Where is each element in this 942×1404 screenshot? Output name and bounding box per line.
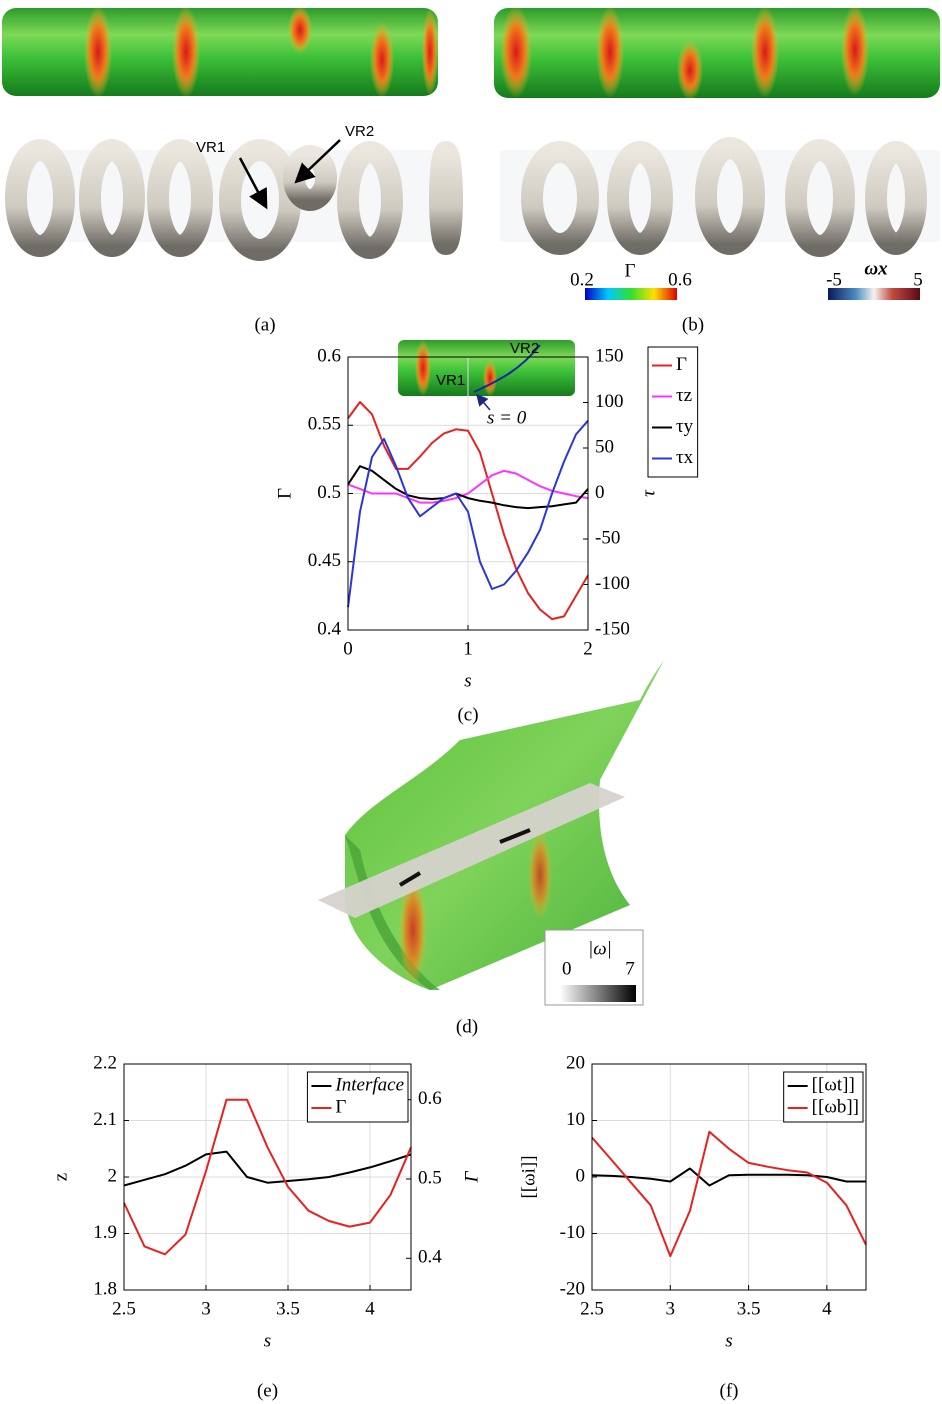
colorbar-label: 5	[913, 269, 923, 290]
y-tick-label: 0	[576, 1165, 586, 1186]
series-line	[347, 420, 589, 608]
colorbar-title: ωx	[864, 258, 888, 279]
legend-box	[647, 346, 699, 478]
y2-tick-label: -50	[595, 527, 620, 548]
y2-axis-label: Γ	[461, 1170, 482, 1183]
y2-axis-label: τ	[638, 489, 659, 497]
colorbar-label: 7	[625, 958, 635, 979]
colorbar-label: -5	[826, 269, 842, 290]
y-tick-label: 0.4	[317, 618, 341, 639]
legend-label: Interface	[334, 1074, 404, 1095]
colorbar-title: Γ	[625, 260, 636, 281]
caption: (d)	[456, 1016, 478, 1037]
legend-label: [[ωb]]	[812, 1096, 859, 1117]
panel-a-vortices	[5, 139, 463, 261]
plot-frame	[591, 1063, 867, 1291]
panel-b-vortices	[500, 137, 940, 257]
y2-tick-label: 0	[595, 482, 605, 503]
y-tick-label: 0.55	[308, 414, 341, 435]
annotation: VR2	[510, 340, 539, 357]
x-tick-label: 0	[343, 638, 353, 659]
legend: Γτz τy τx	[647, 346, 699, 478]
legend-box	[306, 1071, 409, 1123]
caption: (a)	[254, 314, 275, 335]
y2-tick-label: 0.5	[418, 1167, 442, 1188]
x-axis-label: s	[464, 670, 471, 691]
y-tick-label: 20	[566, 1052, 585, 1073]
legend-label: τx	[676, 447, 694, 468]
annotation: VR1	[196, 139, 225, 156]
y-axis-label: [[ωi]]	[518, 1155, 539, 1198]
colorbar	[828, 288, 920, 300]
x-tick-label: 3.5	[276, 1298, 300, 1319]
y-tick-label: 0.6	[317, 345, 341, 366]
y2-tick-label: 150	[595, 345, 624, 366]
x-axis-label: s	[725, 1330, 732, 1351]
legend-label: Γ	[676, 354, 687, 375]
plot-frame	[347, 356, 589, 631]
y-tick-label: 10	[566, 1109, 585, 1130]
caption: (c)	[457, 704, 478, 725]
x-tick-label: 4	[365, 1298, 375, 1319]
colorbar-label: 0.2	[570, 269, 594, 290]
y-tick-label: 1.9	[93, 1222, 117, 1243]
colorbar-label: 0	[562, 958, 572, 979]
colorbar-title: |ω|	[588, 938, 612, 959]
legend-label: [[ωt]]	[812, 1074, 855, 1095]
arrow	[294, 139, 341, 184]
caption: (e)	[257, 1380, 278, 1401]
x-tick-label: 3.5	[737, 1298, 761, 1319]
y2-tick-label: 0.4	[418, 1247, 442, 1268]
x-tick-label: 2	[583, 638, 593, 659]
caption: (b)	[682, 314, 704, 335]
legend: [[ωt]][[ωb]]	[783, 1071, 864, 1123]
y-tick-label: -10	[560, 1222, 585, 1243]
y-tick-label: 0.45	[308, 550, 341, 571]
y2-tick-label: -150	[595, 618, 630, 639]
y2-tick-label: -100	[595, 573, 630, 594]
legend-label: τz	[676, 385, 692, 406]
x-tick-label: 1	[463, 638, 473, 659]
plot-frame	[123, 1063, 412, 1291]
annotation: VR1	[436, 372, 465, 389]
annotation: s = 0	[487, 407, 527, 428]
colorbar-label: 0.6	[668, 269, 692, 290]
y-tick-label: 2.2	[93, 1052, 117, 1073]
panel-a-surface	[2, 6, 438, 98]
y-axis-label: z	[50, 1173, 71, 1181]
x-tick-label: 2.5	[112, 1298, 136, 1319]
y-tick-label: 0.5	[317, 482, 341, 503]
series-line	[347, 401, 589, 621]
series-line	[347, 469, 589, 504]
colorbar	[585, 288, 677, 300]
annotation: VR2	[345, 123, 374, 140]
x-tick-label: 3	[201, 1298, 211, 1319]
y2-tick-label: 50	[595, 436, 614, 457]
y-tick-label: 2	[108, 1165, 118, 1186]
y-tick-label: 2.1	[93, 1109, 117, 1130]
series-line	[591, 1167, 866, 1187]
y-axis-label: Γ	[274, 488, 295, 499]
caption: (f)	[720, 1380, 739, 1401]
x-tick-label: 4	[822, 1298, 832, 1319]
inset	[398, 340, 575, 411]
x-tick-label: 3	[666, 1298, 676, 1319]
y2-tick-label: 100	[595, 391, 624, 412]
legend-label: Γ	[335, 1096, 346, 1117]
series-line	[591, 1130, 867, 1258]
panel-b-surface	[494, 4, 940, 100]
legend-label: τy	[676, 416, 694, 437]
y-tick-label: 1.8	[93, 1278, 117, 1299]
series-line	[123, 1098, 412, 1256]
panel-d-surface	[318, 660, 664, 1006]
arrow	[238, 157, 268, 210]
x-axis-label: s	[264, 1330, 271, 1351]
x-tick-label: 2.5	[580, 1298, 604, 1319]
series-line	[123, 1150, 412, 1187]
y-tick-label: -20	[560, 1278, 585, 1299]
y2-tick-label: 0.6	[418, 1088, 442, 1109]
legend-box	[783, 1071, 864, 1123]
